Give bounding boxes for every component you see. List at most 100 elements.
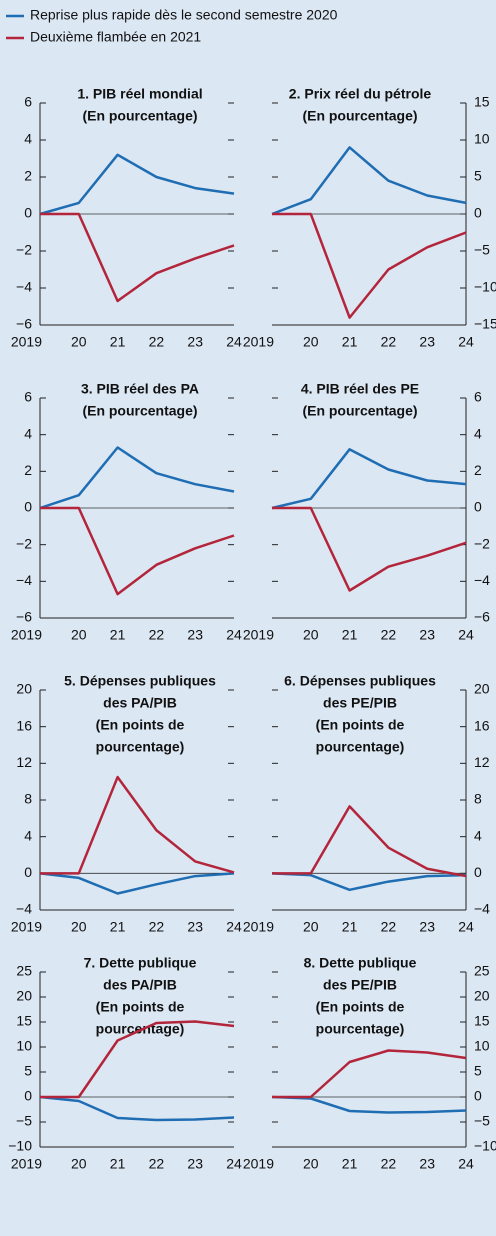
panel-title: 1. PIB réel mondial	[77, 86, 202, 102]
y-tick-label: 16	[16, 717, 32, 733]
y-tick-label: 4	[474, 425, 482, 441]
panel-subtitle: (En pourcentage)	[302, 108, 417, 124]
x-tick-label: 23	[187, 334, 203, 350]
panel-subtitle: (En pourcentage)	[82, 108, 197, 124]
x-tick-label: 23	[187, 919, 203, 935]
x-tick-label: 2019	[243, 919, 274, 935]
panel-subtitle: (En pourcentage)	[302, 403, 417, 419]
y-tick-label: 0	[24, 1088, 32, 1104]
x-tick-label: 24	[226, 919, 242, 935]
y-tick-label: −15	[474, 316, 496, 332]
y-tick-label: 25	[16, 963, 32, 979]
series-line	[39, 872, 235, 895]
x-tick-label: 24	[226, 334, 242, 350]
y-tick-label: 5	[474, 1063, 482, 1079]
x-tick-label: 23	[187, 1156, 203, 1172]
y-tick-label: −10	[8, 1138, 32, 1154]
x-tick-label: 20	[303, 334, 319, 350]
panel-subtitle: (En points de	[96, 999, 185, 1015]
panel-subtitle: (En pourcentage)	[82, 403, 197, 419]
panel-title: 3. PIB réel des PA	[81, 381, 199, 397]
series-line	[272, 1049, 467, 1099]
x-tick-label: 2019	[243, 627, 274, 643]
x-tick-label: 22	[381, 1156, 397, 1172]
x-tick-label: 23	[419, 334, 435, 350]
x-tick-label: 20	[303, 919, 319, 935]
series-line	[272, 805, 467, 878]
x-tick-label: 21	[342, 919, 358, 935]
y-tick-label: 0	[24, 499, 32, 515]
y-tick-label: −4	[16, 572, 32, 588]
x-tick-label: 22	[149, 1156, 165, 1172]
y-tick-label: 4	[24, 425, 32, 441]
x-tick-label: 2019	[11, 334, 42, 350]
y-tick-label: 10	[16, 1038, 32, 1054]
x-tick-label: 21	[342, 334, 358, 350]
series-line	[272, 506, 467, 592]
y-tick-label: −6	[16, 609, 32, 625]
y-tick-label: −4	[474, 572, 490, 588]
y-tick-label: −4	[474, 901, 490, 917]
y-tick-label: 4	[24, 131, 32, 147]
panel-subtitle: pourcentage)	[96, 1021, 185, 1037]
x-tick-label: 21	[110, 919, 126, 935]
series-line	[40, 212, 235, 303]
x-tick-label: 21	[110, 1156, 126, 1172]
series-line	[272, 212, 467, 319]
x-tick-label: 24	[226, 627, 242, 643]
panel-subtitle: pourcentage)	[316, 1021, 405, 1037]
y-tick-label: −5	[16, 1113, 32, 1129]
y-tick-label: 0	[474, 499, 482, 515]
x-tick-label: 21	[342, 1156, 358, 1172]
x-tick-label: 24	[458, 919, 474, 935]
x-tick-label: 24	[458, 334, 474, 350]
y-tick-label: −5	[474, 242, 490, 258]
y-tick-label: 8	[474, 791, 482, 807]
panel-subtitle: (En points de	[96, 717, 185, 733]
y-tick-label: 0	[474, 205, 482, 221]
x-tick-label: 2019	[11, 1156, 42, 1172]
y-tick-label: 2	[24, 168, 32, 184]
x-tick-label: 22	[149, 919, 165, 935]
y-tick-label: 0	[474, 1088, 482, 1104]
x-tick-label: 20	[303, 1156, 319, 1172]
y-tick-label: −6	[16, 316, 32, 332]
panel-subtitle: pourcentage)	[316, 739, 405, 755]
y-tick-label: 6	[24, 389, 32, 405]
y-tick-label: 12	[474, 754, 490, 770]
y-tick-label: −5	[474, 1113, 490, 1129]
x-tick-label: 2019	[11, 627, 42, 643]
series-line	[39, 153, 235, 216]
series-line	[271, 448, 467, 510]
panel-title: des PA/PIB	[103, 977, 177, 993]
x-tick-label: 2019	[243, 1156, 274, 1172]
series-line	[39, 446, 235, 510]
y-tick-label: −10	[474, 279, 496, 295]
y-tick-label: 20	[16, 988, 32, 1004]
panel-title: des PE/PIB	[323, 977, 397, 993]
y-tick-label: 5	[24, 1063, 32, 1079]
panel-title: 4. PIB réel des PE	[301, 381, 419, 397]
y-tick-label: 12	[16, 754, 32, 770]
series-line	[39, 1095, 235, 1122]
x-tick-label: 20	[71, 919, 87, 935]
x-tick-label: 20	[71, 1156, 87, 1172]
legend-label: Deuxième flambée en 2021	[30, 29, 201, 45]
y-tick-label: 25	[474, 963, 490, 979]
x-tick-label: 21	[110, 627, 126, 643]
x-tick-label: 23	[419, 627, 435, 643]
x-tick-label: 23	[187, 627, 203, 643]
series-line	[40, 1020, 235, 1099]
y-tick-label: 15	[474, 94, 490, 110]
x-tick-label: 22	[381, 627, 397, 643]
y-tick-label: 5	[474, 168, 482, 184]
x-tick-label: 23	[419, 919, 435, 935]
y-tick-label: 20	[474, 988, 490, 1004]
x-tick-label: 24	[226, 1156, 242, 1172]
panel-subtitle: (En points de	[316, 999, 405, 1015]
panel-title: des PE/PIB	[323, 695, 397, 711]
y-tick-label: 20	[474, 681, 490, 697]
x-tick-label: 24	[458, 1156, 474, 1172]
